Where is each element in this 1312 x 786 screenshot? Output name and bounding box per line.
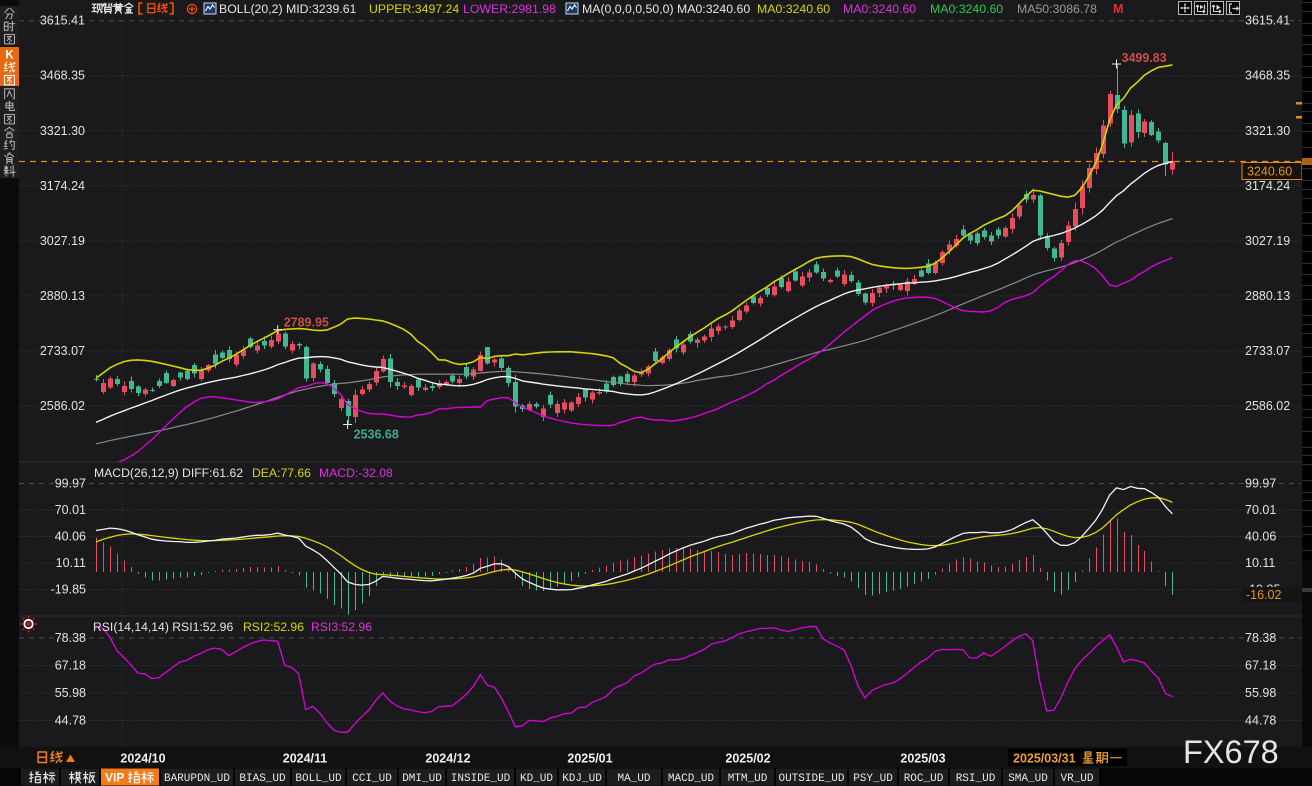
svg-text:3027.19: 3027.19 [1245, 234, 1290, 248]
svg-text:70.01: 70.01 [1245, 503, 1276, 517]
svg-text:44.78: 44.78 [1245, 714, 1276, 728]
svg-text:MACD:-32.08: MACD:-32.08 [319, 466, 393, 480]
svg-text:DEA:77.66: DEA:77.66 [252, 466, 311, 480]
svg-text:VIP: VIP [105, 771, 124, 785]
svg-text:K: K [5, 50, 14, 62]
svg-text:3174.24: 3174.24 [40, 179, 85, 193]
svg-text:3027.19: 3027.19 [40, 234, 85, 248]
svg-text:78.38: 78.38 [1245, 631, 1276, 645]
svg-text:2025/03: 2025/03 [900, 752, 945, 766]
svg-text:RSI(14,14,14) RSI1:52.96: RSI(14,14,14) RSI1:52.96 [93, 620, 233, 634]
svg-text:MA0:3240.60: MA0:3240.60 [757, 2, 830, 16]
svg-text:70.01: 70.01 [55, 503, 86, 517]
svg-text:40.06: 40.06 [55, 530, 86, 544]
svg-text:3615.41: 3615.41 [1245, 14, 1290, 28]
svg-text:BARUPDN_UD: BARUPDN_UD [164, 773, 230, 785]
svg-text:3240.60: 3240.60 [1247, 165, 1292, 179]
svg-text:10.11: 10.11 [1245, 556, 1275, 570]
svg-text:MA0:3240.60: MA0:3240.60 [843, 2, 916, 16]
svg-text:55.98: 55.98 [55, 686, 86, 700]
svg-text:3174.24: 3174.24 [1245, 179, 1290, 193]
svg-text:3321.30: 3321.30 [40, 124, 85, 138]
svg-text:BIAS_UD: BIAS_UD [239, 773, 286, 785]
svg-text:3499.83: 3499.83 [1122, 51, 1167, 65]
svg-text:OUTSIDE_UD: OUTSIDE_UD [778, 773, 844, 785]
svg-text:VR_UD: VR_UD [1060, 773, 1093, 785]
svg-text:2733.07: 2733.07 [40, 344, 85, 358]
svg-text:2024/10: 2024/10 [120, 752, 165, 766]
svg-text:CCI_UD: CCI_UD [352, 773, 392, 785]
svg-text:40.06: 40.06 [1245, 530, 1276, 544]
svg-text:2024/12: 2024/12 [425, 752, 470, 766]
svg-text:BOLL(20,2) MID:3239.61: BOLL(20,2) MID:3239.61 [219, 2, 357, 16]
svg-text:MACD_UD: MACD_UD [668, 773, 715, 785]
svg-text:DMI_UD: DMI_UD [402, 773, 442, 785]
svg-text:3468.35: 3468.35 [40, 69, 85, 83]
svg-text:2024/11: 2024/11 [283, 752, 328, 766]
svg-text:2025/01: 2025/01 [567, 752, 612, 766]
svg-text:99.97: 99.97 [1245, 477, 1276, 491]
svg-text:3321.30: 3321.30 [1245, 124, 1290, 138]
svg-text:-16.02: -16.02 [1246, 588, 1281, 602]
svg-text:2586.02: 2586.02 [40, 399, 85, 413]
svg-text:UPPER:3497.24: UPPER:3497.24 [369, 2, 459, 16]
svg-text:2025/03/31: 2025/03/31 [1013, 752, 1076, 766]
svg-text:-19.85: -19.85 [51, 583, 86, 597]
svg-text:PSY_UD: PSY_UD [853, 773, 893, 785]
svg-text:MTM_UD: MTM_UD [728, 773, 768, 785]
svg-text:2789.95: 2789.95 [284, 316, 329, 330]
svg-text:78.38: 78.38 [55, 631, 86, 645]
svg-text:67.18: 67.18 [1245, 659, 1276, 673]
svg-text:3615.41: 3615.41 [40, 14, 85, 28]
svg-text:2733.07: 2733.07 [1245, 344, 1290, 358]
svg-text:99.97: 99.97 [55, 477, 86, 491]
svg-text:67.18: 67.18 [55, 659, 86, 673]
svg-text:RSI_UD: RSI_UD [956, 773, 996, 785]
svg-text:2880.13: 2880.13 [1245, 289, 1290, 303]
svg-text:MA_UD: MA_UD [617, 773, 650, 785]
svg-text:RSI2:52.96: RSI2:52.96 [243, 620, 304, 634]
svg-text:BOLL_UD: BOLL_UD [295, 773, 342, 785]
svg-text:2880.13: 2880.13 [40, 289, 85, 303]
svg-text:3468.35: 3468.35 [1245, 69, 1290, 83]
svg-text:55.98: 55.98 [1245, 686, 1276, 700]
svg-text:2025/02: 2025/02 [725, 752, 770, 766]
svg-text:MA0:3240.60: MA0:3240.60 [930, 2, 1003, 16]
svg-text:MA50:3086.78: MA50:3086.78 [1017, 2, 1097, 16]
svg-text:MA(0,0,0,0,50,0) MA0:3240.60: MA(0,0,0,0,50,0) MA0:3240.60 [582, 2, 750, 16]
svg-text:ROC_UD: ROC_UD [904, 773, 944, 785]
svg-text:2536.68: 2536.68 [354, 428, 399, 442]
svg-text:2586.02: 2586.02 [1245, 399, 1290, 413]
svg-text:MACD(26,12,9) DIFF:61.62: MACD(26,12,9) DIFF:61.62 [94, 466, 243, 480]
svg-text:RSI3:52.96: RSI3:52.96 [311, 620, 372, 634]
svg-text:44.78: 44.78 [55, 714, 86, 728]
svg-text:INSIDE_UD: INSIDE_UD [451, 773, 511, 785]
svg-text:KD_UD: KD_UD [520, 773, 553, 785]
svg-text:LOWER:2981.98: LOWER:2981.98 [463, 2, 556, 16]
svg-text:10.11: 10.11 [56, 556, 86, 570]
svg-text:FX678: FX678 [1183, 734, 1279, 770]
svg-text:KDJ_UD: KDJ_UD [562, 773, 602, 785]
svg-text:SMA_UD: SMA_UD [1008, 773, 1048, 785]
svg-text:M: M [1113, 2, 1123, 16]
